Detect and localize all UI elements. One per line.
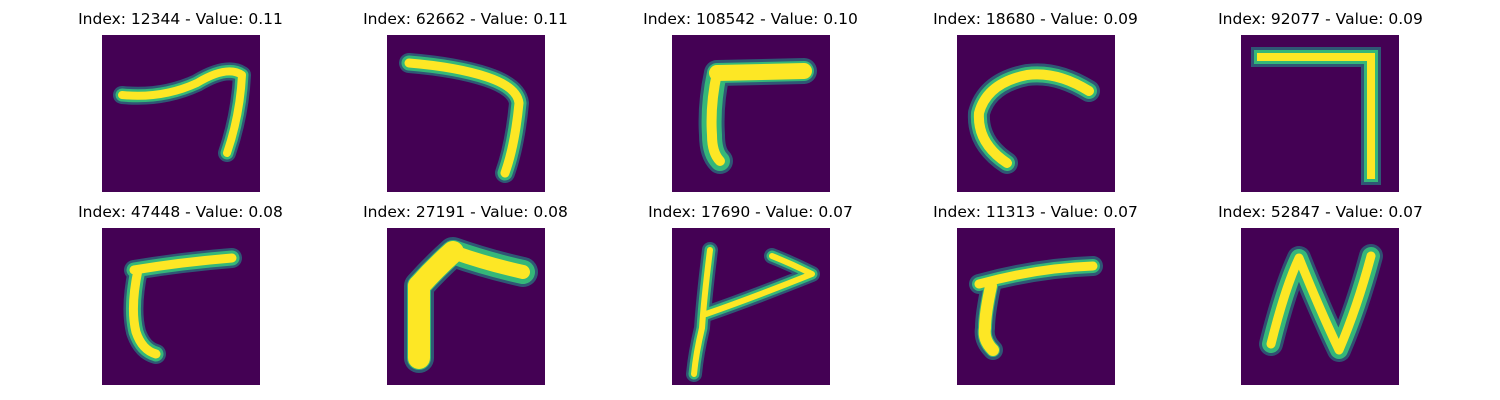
- digit-image: [1241, 228, 1399, 385]
- panel-title: Index: 62662 - Value: 0.11: [363, 10, 568, 28]
- panel-1: Index: 12344 - Value: 0.11: [38, 0, 323, 192]
- panel-3: Index: 108542 - Value: 0.10: [608, 0, 893, 192]
- panel-7: Index: 27191 - Value: 0.08: [323, 193, 608, 385]
- panel-9: Index: 11313 - Value: 0.07: [893, 193, 1178, 385]
- panel-2: Index: 62662 - Value: 0.11: [323, 0, 608, 192]
- panel-5: Index: 92077 - Value: 0.09: [1178, 0, 1463, 192]
- panel-title: Index: 47448 - Value: 0.08: [78, 203, 283, 221]
- digit-image: [672, 228, 830, 385]
- panel-title: Index: 27191 - Value: 0.08: [363, 203, 568, 221]
- panel-4: Index: 18680 - Value: 0.09: [893, 0, 1178, 192]
- panel-title: Index: 108542 - Value: 0.10: [643, 10, 858, 28]
- panel-title: Index: 11313 - Value: 0.07: [933, 203, 1138, 221]
- digit-image: [672, 35, 830, 192]
- panel-title: Index: 18680 - Value: 0.09: [933, 10, 1138, 28]
- digit-image: [387, 35, 545, 192]
- digit-image: [1241, 35, 1399, 192]
- panel-title: Index: 92077 - Value: 0.09: [1218, 10, 1423, 28]
- panel-8: Index: 17690 - Value: 0.07: [608, 193, 893, 385]
- digit-image: [957, 228, 1115, 385]
- panel-title: Index: 12344 - Value: 0.11: [78, 10, 283, 28]
- panel-title: Index: 17690 - Value: 0.07: [648, 203, 853, 221]
- digit-image: [957, 35, 1115, 192]
- digit-image: [102, 35, 260, 192]
- panel-title: Index: 52847 - Value: 0.07: [1218, 203, 1423, 221]
- digit-image: [387, 228, 545, 385]
- panel-10: Index: 52847 - Value: 0.07: [1178, 193, 1463, 385]
- digit-image: [102, 228, 260, 385]
- panel-6: Index: 47448 - Value: 0.08: [38, 193, 323, 385]
